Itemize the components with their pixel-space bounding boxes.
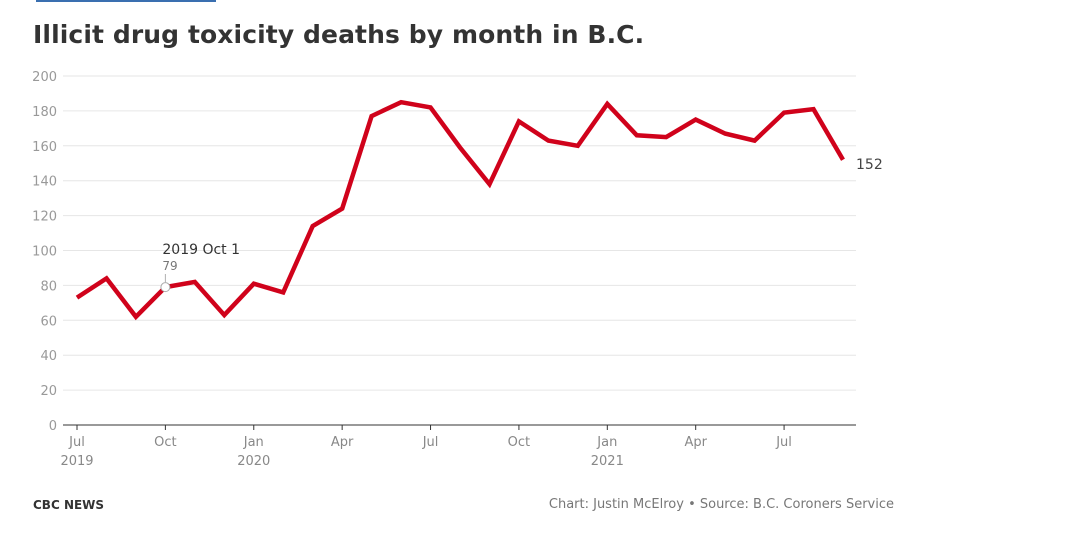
data-point[interactable] xyxy=(483,178,495,190)
chart-credit: Chart: Justin McElroy • Source: B.C. Cor… xyxy=(548,497,894,512)
data-point[interactable] xyxy=(601,98,613,110)
tooltip-value: 79 xyxy=(162,259,177,273)
x-tick-label: Jul xyxy=(422,435,439,450)
data-point[interactable] xyxy=(248,278,260,290)
brand-logo-text: CBC NEWS xyxy=(33,498,105,512)
series-end-label: 152 xyxy=(856,157,883,173)
top-accent-bar xyxy=(36,0,216,2)
end-label-layer: 152 xyxy=(856,157,883,173)
data-point[interactable] xyxy=(542,135,554,147)
data-point[interactable] xyxy=(719,128,731,140)
data-point[interactable] xyxy=(100,272,112,284)
data-point[interactable] xyxy=(690,114,702,126)
data-point[interactable] xyxy=(454,142,466,154)
data-point[interactable] xyxy=(307,220,319,232)
data-point[interactable] xyxy=(218,309,230,321)
tooltip-title: 2019 Oct 1 xyxy=(162,242,240,258)
y-axis-ticks: 0 20 40 60 80 100 120 140 160 180 200 xyxy=(32,70,57,434)
y-tick-label: 0 xyxy=(49,419,57,434)
data-point[interactable] xyxy=(189,276,201,288)
data-point[interactable] xyxy=(749,135,761,147)
y-tick-label: 100 xyxy=(32,245,57,260)
x-tick-label: Jul xyxy=(775,435,792,450)
y-tick-label: 120 xyxy=(32,210,57,225)
data-point[interactable] xyxy=(425,101,437,113)
data-point[interactable] xyxy=(572,140,584,152)
grid-lines xyxy=(63,75,856,391)
y-tick-label: 140 xyxy=(32,175,57,190)
x-tick-year-label: 2021 xyxy=(591,454,624,469)
data-point[interactable] xyxy=(808,103,820,115)
y-tick-label: 160 xyxy=(32,140,57,155)
y-tick-label: 20 xyxy=(40,384,57,399)
data-point[interactable] xyxy=(336,203,348,215)
x-tick-label: Jan xyxy=(243,435,264,450)
data-point[interactable] xyxy=(395,96,407,108)
data-point[interactable] xyxy=(277,286,289,298)
data-point[interactable] xyxy=(513,115,525,127)
data-point[interactable] xyxy=(837,154,849,166)
data-point[interactable] xyxy=(366,110,378,122)
y-tick-label: 200 xyxy=(32,70,57,85)
tooltip: 2019 Oct 179 xyxy=(160,242,240,293)
y-tick-label: 180 xyxy=(32,105,57,120)
y-tick-label: 40 xyxy=(40,349,57,364)
y-tick-label: 80 xyxy=(40,279,57,294)
x-tick-label: Oct xyxy=(154,435,176,450)
x-tick-label: Jul xyxy=(68,435,85,450)
x-tick-label: Oct xyxy=(508,435,530,450)
data-point[interactable] xyxy=(660,131,672,143)
chart-title: Illicit drug toxicity deaths by month in… xyxy=(33,20,645,49)
y-tick-label: 60 xyxy=(40,314,57,329)
series-line xyxy=(75,99,845,321)
data-point[interactable] xyxy=(631,129,643,141)
x-tick-year-label: 2020 xyxy=(237,454,270,469)
series-layer xyxy=(71,96,849,323)
data-point[interactable] xyxy=(778,107,790,119)
data-point[interactable] xyxy=(130,311,142,323)
x-tick-label: Apr xyxy=(331,435,354,450)
data-point[interactable] xyxy=(71,292,83,304)
x-tick-label: Jan xyxy=(596,435,617,450)
x-axis: Jul 2019 Oct Jan 2020 Apr Jul Oct Jan 2021 Apr Jul xyxy=(60,424,856,469)
x-tick-year-label: 2019 xyxy=(60,454,93,469)
x-tick-label: Apr xyxy=(684,435,707,450)
tooltip-marker xyxy=(160,282,171,293)
